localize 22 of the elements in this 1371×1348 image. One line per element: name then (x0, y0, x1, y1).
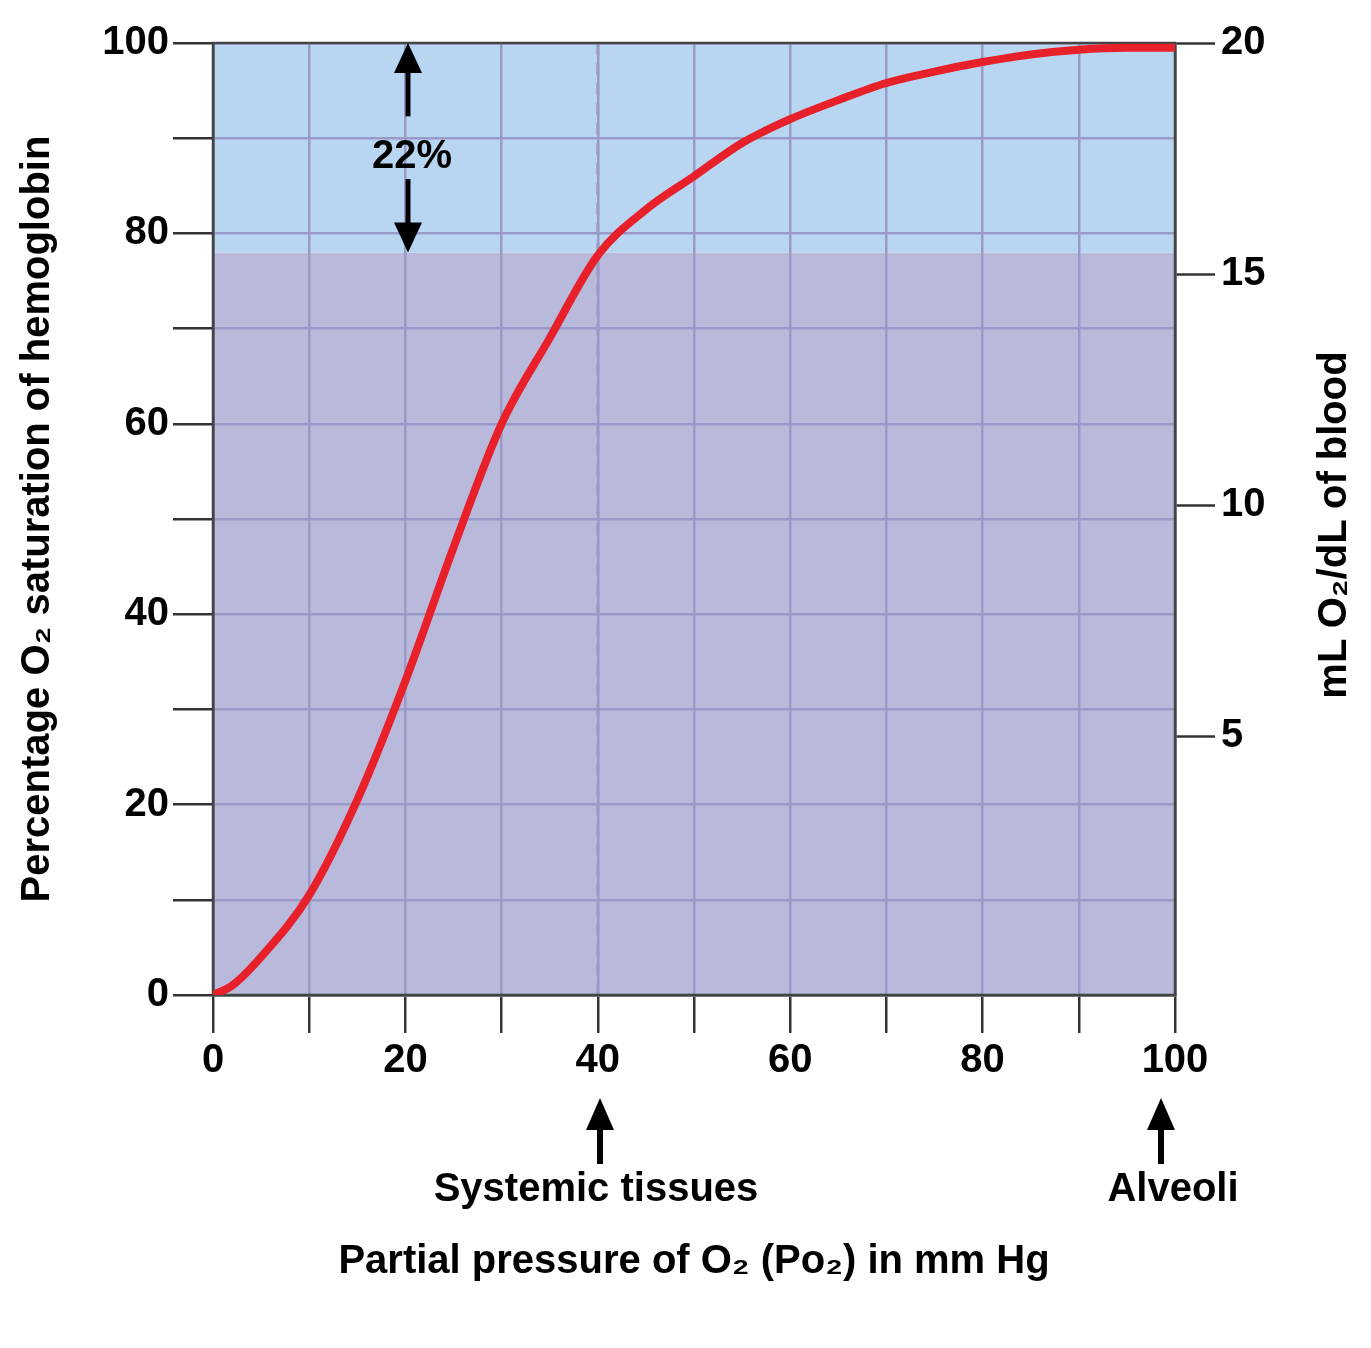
text: Systemic tissues (433, 1165, 759, 1210)
y2-tick-label: 5 (1221, 711, 1244, 756)
x-tick-label: 80 (960, 1036, 1005, 1081)
y2-tick-label: 15 (1221, 249, 1266, 294)
annotation: 22% (371, 132, 453, 177)
x-tick-label: 100 (1141, 1036, 1209, 1081)
x-tick-label: 40 (575, 1036, 621, 1081)
x-axis-title: Partial pressure of O₂ (Po₂) in mm Hg (338, 1237, 1050, 1282)
y-tick-label: 20 (124, 779, 169, 824)
y-tick-label: 60 (124, 398, 169, 443)
y2-axis-title: mL O₂/dL of blood (1310, 351, 1355, 699)
y-tick-label: 100 (102, 18, 169, 63)
y-tick-label: 80 (124, 208, 169, 253)
y2-tick-label: 10 (1221, 480, 1266, 525)
x-tick-label: 60 (767, 1036, 813, 1081)
x-tick-label: 0 (201, 1036, 225, 1081)
y-axis-title: Percentage O₂ saturation of hemoglobin (13, 135, 58, 903)
y-tick-label: 40 (124, 589, 169, 634)
text: Alveoli (1107, 1165, 1239, 1210)
x-tick-label: 20 (383, 1036, 428, 1081)
y2-tick-label: 20 (1221, 18, 1266, 63)
y-tick-label: 0 (146, 970, 169, 1015)
